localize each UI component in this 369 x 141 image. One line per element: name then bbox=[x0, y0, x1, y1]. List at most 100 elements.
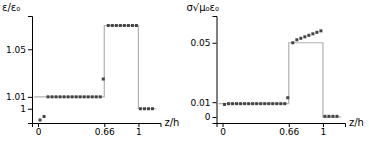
point bbox=[63, 95, 66, 98]
point bbox=[255, 102, 258, 105]
point bbox=[235, 102, 238, 105]
point bbox=[91, 95, 94, 98]
point bbox=[239, 102, 242, 105]
point bbox=[227, 102, 230, 105]
point bbox=[95, 95, 98, 98]
y-tick-label: 0.01 bbox=[190, 98, 210, 108]
y-tick-mark bbox=[213, 43, 217, 44]
point bbox=[139, 107, 142, 110]
x-tick-label: 1 bbox=[136, 127, 142, 137]
point bbox=[286, 96, 289, 99]
point bbox=[259, 102, 262, 105]
x-axis: 0 0.66 1 bbox=[33, 123, 162, 137]
point bbox=[115, 24, 118, 27]
point bbox=[119, 24, 122, 27]
point bbox=[251, 102, 254, 105]
plot-area bbox=[219, 29, 341, 117]
point bbox=[295, 38, 298, 41]
point bbox=[291, 41, 294, 44]
x-tick-label: 0.66 bbox=[95, 127, 115, 137]
panel: 0 0.66 1 0 0.01 0.05 z/h σ√μ₀ε₀ bbox=[187, 2, 364, 137]
point bbox=[307, 34, 310, 37]
y-axis: 0 0.01 0.05 bbox=[190, 17, 217, 124]
y-tick-mark bbox=[213, 117, 217, 118]
profile-line bbox=[219, 43, 341, 117]
x-tick: 1 bbox=[136, 123, 142, 137]
y-tick: 1 bbox=[20, 104, 32, 114]
point bbox=[131, 24, 134, 27]
x-tick-label: 0.66 bbox=[279, 127, 299, 137]
x-axis-title: z/h bbox=[165, 117, 180, 128]
point bbox=[315, 31, 318, 34]
x-axis-title: z/h bbox=[349, 117, 364, 128]
point bbox=[323, 115, 326, 118]
point bbox=[99, 95, 102, 98]
point bbox=[59, 95, 62, 98]
y-tick: 0.05 bbox=[190, 38, 216, 48]
y-tick-label: 0 bbox=[205, 112, 211, 122]
x-tick-label: 0 bbox=[36, 127, 42, 137]
point bbox=[102, 78, 105, 81]
y-axis-title: ε/ε₀ bbox=[2, 2, 20, 13]
x-axis: 0 0.66 1 bbox=[217, 123, 346, 137]
point bbox=[67, 95, 70, 98]
point bbox=[275, 102, 278, 105]
x-tick: 1 bbox=[321, 123, 327, 137]
y-tick: 0.01 bbox=[190, 98, 216, 108]
point bbox=[147, 107, 150, 110]
y-tick-label: 1.01 bbox=[6, 92, 26, 102]
x-tick-label: 1 bbox=[321, 127, 327, 137]
point bbox=[279, 102, 282, 105]
point bbox=[39, 119, 42, 122]
y-tick-label: 0.05 bbox=[190, 38, 210, 48]
plot-area bbox=[34, 24, 156, 122]
point bbox=[247, 102, 250, 105]
point bbox=[283, 102, 286, 105]
point bbox=[243, 102, 246, 105]
point bbox=[123, 24, 126, 27]
point bbox=[75, 95, 78, 98]
point bbox=[111, 24, 114, 27]
y-tick-mark bbox=[28, 97, 32, 98]
point bbox=[143, 107, 146, 110]
point bbox=[51, 95, 54, 98]
point bbox=[87, 95, 90, 98]
point bbox=[83, 95, 86, 98]
point bbox=[303, 35, 306, 38]
y-axis: 1 1.01 1.05 bbox=[6, 17, 33, 124]
x-tick-label: 0 bbox=[220, 127, 226, 137]
x-tick: 0 bbox=[220, 123, 226, 137]
point bbox=[327, 115, 330, 118]
y-tick-label: 1.05 bbox=[6, 45, 26, 55]
y-axis-line bbox=[28, 17, 33, 124]
x-tick: 0 bbox=[36, 123, 42, 137]
y-tick-label: 1 bbox=[20, 104, 26, 114]
y-tick: 1.01 bbox=[6, 92, 32, 102]
point bbox=[71, 95, 74, 98]
point bbox=[335, 115, 338, 118]
y-tick-mark bbox=[28, 109, 32, 110]
point bbox=[299, 37, 302, 40]
point bbox=[311, 32, 314, 35]
point bbox=[79, 95, 82, 98]
y-axis-line bbox=[213, 17, 218, 124]
point bbox=[47, 95, 50, 98]
y-tick: 1.05 bbox=[6, 45, 32, 55]
point bbox=[271, 102, 274, 105]
y-tick: 0 bbox=[205, 112, 217, 122]
figure: 0 0.66 1 1 1.01 1.05 z/h ε/ε₀ 0 0.66 1 0 0.01 0.05 z/h… bbox=[0, 0, 369, 141]
y-axis-title: σ√μ₀ε₀ bbox=[187, 2, 220, 13]
point bbox=[127, 24, 130, 27]
point bbox=[319, 29, 322, 32]
point bbox=[107, 24, 110, 27]
x-tick: 0.66 bbox=[95, 123, 115, 137]
y-tick-mark bbox=[28, 49, 32, 50]
point bbox=[331, 115, 334, 118]
y-tick-mark bbox=[213, 102, 217, 103]
panel: 0 0.66 1 1 1.01 1.05 z/h ε/ε₀ bbox=[2, 2, 179, 137]
point bbox=[267, 102, 270, 105]
point bbox=[151, 107, 154, 110]
profile-line bbox=[34, 26, 156, 109]
point bbox=[55, 95, 58, 98]
x-tick: 0.66 bbox=[279, 123, 299, 137]
